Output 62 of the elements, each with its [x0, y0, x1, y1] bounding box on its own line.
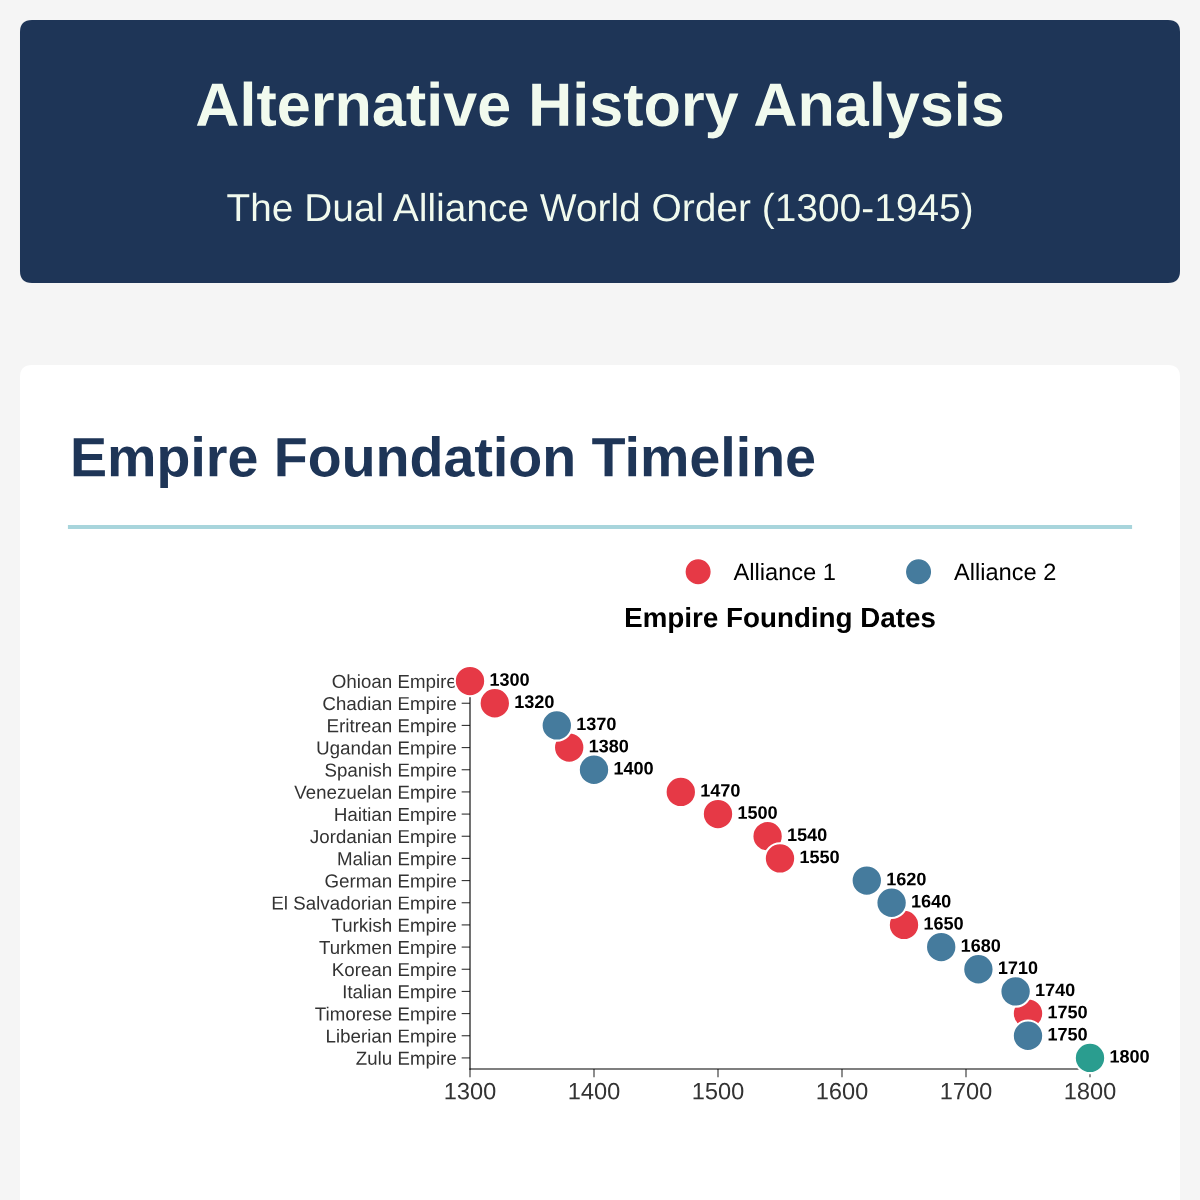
y-tick-label: Haitian Empire [335, 807, 456, 825]
data-label: 1400 [614, 761, 653, 775]
y-tick-label: Zulu Empire [356, 1051, 456, 1069]
point [763, 842, 797, 875]
point [1073, 1041, 1107, 1075]
y-tick-label: Malian Empire [338, 851, 456, 870]
x-tick-label: 1800 [1065, 1082, 1116, 1100]
point [478, 687, 512, 720]
y-tick-label: Jordanian Empire [310, 829, 456, 847]
data-label: 1680 [961, 939, 1001, 952]
chart-subtitle: The Dual Alliance World Order (1300-1945) [227, 192, 972, 230]
point [1011, 1019, 1045, 1052]
data-label: 1650 [924, 916, 963, 930]
y-tick-label: Timorese Empire [315, 1006, 456, 1025]
point [577, 753, 611, 786]
point [850, 864, 884, 897]
data-label: 1640 [912, 894, 951, 908]
y-tick-label: Ugandan Empire [317, 740, 456, 759]
data-label: 1550 [800, 850, 839, 864]
point [701, 797, 735, 831]
y-tick-label: Chadian Empire [323, 696, 456, 714]
data-label: 1620 [887, 872, 926, 886]
legend-label: Alliance 2 [954, 562, 1056, 581]
x-tick-label: 1600 [817, 1082, 868, 1100]
point [875, 886, 908, 919]
point [540, 709, 574, 742]
data-label: 1800 [1110, 1049, 1149, 1063]
chart-title: Alternative History Analysis [196, 81, 1003, 139]
point [664, 775, 698, 809]
x-tick-label: 1500 [693, 1082, 744, 1100]
y-tick-label: Korean Empire [333, 962, 456, 980]
data-label: 1740 [1036, 983, 1075, 997]
data-label: 1370 [577, 717, 616, 731]
y-tick-label: Liberian Empire [327, 1028, 456, 1047]
y-tick-label: El Salvadorian Empire [272, 895, 456, 914]
point [924, 930, 958, 964]
data-label: 1750 [1048, 1005, 1087, 1019]
y-tick-label: German Empire [325, 873, 456, 892]
y-tick-label: Eritrean Empire [328, 718, 456, 737]
data-label: 1380 [589, 739, 629, 753]
point [962, 953, 995, 986]
y-tick-label: Turkish Empire [331, 918, 456, 936]
point [453, 664, 487, 698]
y-tick-label: Turkmen Empire [319, 940, 456, 958]
x-tick-label: 1400 [569, 1082, 620, 1100]
data-label: 1750 [1048, 1027, 1087, 1041]
data-label: 1540 [788, 828, 827, 842]
x-tick-label: 1700 [941, 1082, 992, 1100]
data-label: 1300 [490, 673, 529, 686]
point [999, 975, 1032, 1008]
x-tick-label: 1300 [445, 1082, 496, 1100]
legend-label: Alliance 1 [733, 562, 835, 581]
y-tick-label: Ohioan Empire [332, 674, 456, 692]
data-label: 1470 [701, 783, 740, 797]
y-tick-label: Italian Empire [343, 984, 456, 1003]
text: Empire Foundation Timeline [73, 436, 815, 488]
text: Empire Founding Dates [625, 606, 935, 634]
y-tick-label: Spanish Empire [325, 762, 456, 781]
data-label: 1710 [998, 961, 1038, 975]
data-label: 1320 [515, 695, 554, 709]
data-label: 1500 [738, 806, 777, 819]
y-tick-label: Venezuelan Empire [294, 785, 456, 803]
